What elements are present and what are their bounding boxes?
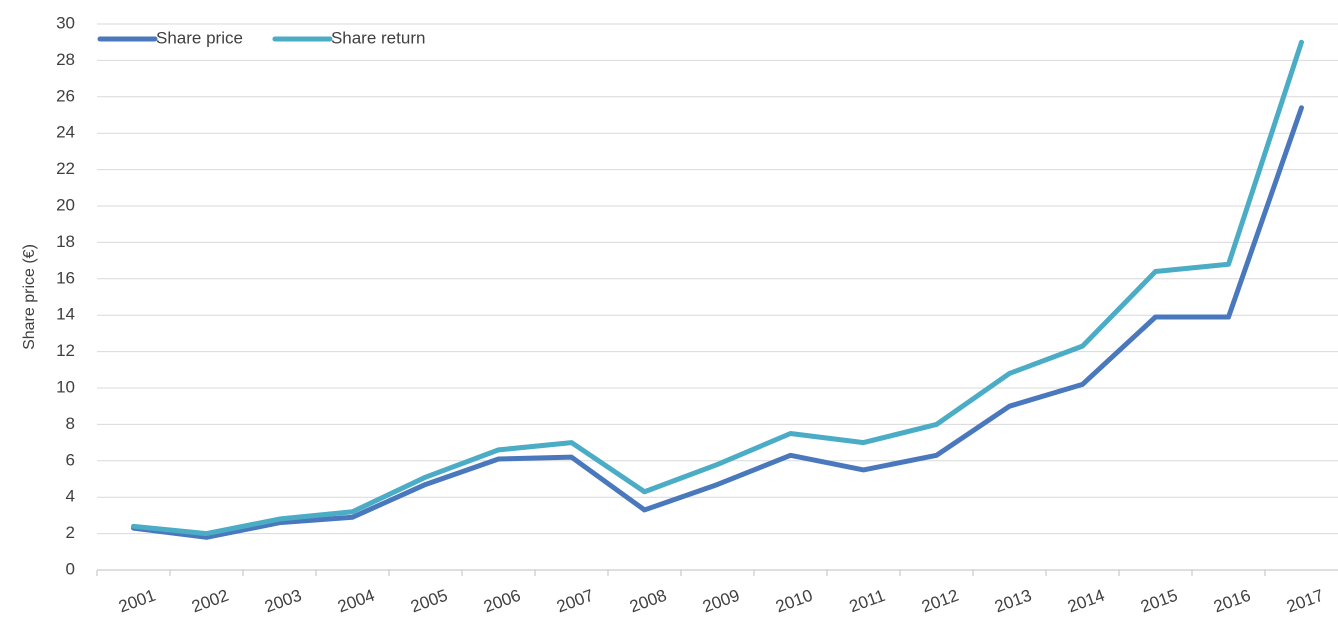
y-tick-label: 18	[56, 232, 75, 251]
legend-label: Share return	[331, 28, 426, 47]
y-tick-label: 6	[66, 450, 75, 469]
x-tick-label: 2002	[189, 586, 231, 617]
line-series	[131, 105, 1304, 540]
y-tick-label: 2	[66, 523, 75, 542]
y-tick-label: 10	[56, 377, 75, 396]
y-axis-label: Share price (€)	[21, 244, 38, 350]
x-tick-label: 2013	[992, 586, 1034, 617]
y-tick-label: 14	[56, 305, 75, 324]
y-tick-label: 24	[56, 123, 75, 142]
y-tick-label: 4	[66, 487, 75, 506]
y-tick-label: 20	[56, 195, 75, 214]
x-tick-label: 2006	[481, 586, 523, 617]
x-tick-label: 2009	[700, 586, 742, 617]
x-tick-label: 2017	[1284, 586, 1326, 617]
legend-label: Share price	[156, 28, 243, 47]
x-tick-label: 2004	[335, 586, 377, 617]
y-tick-label: 28	[56, 50, 75, 69]
line-series	[131, 39, 1304, 537]
x-tick-label: 2015	[1138, 586, 1180, 617]
y-tick-label: 0	[66, 559, 75, 578]
x-tick-label: 2001	[116, 586, 158, 617]
y-tick-label: 30	[56, 13, 75, 32]
x-tick-label: 2016	[1211, 586, 1253, 617]
y-tick-label: 26	[56, 86, 75, 105]
y-tick-label: 22	[56, 159, 75, 178]
x-tick-label: 2005	[408, 586, 450, 617]
x-tick-label: 2010	[773, 586, 815, 617]
x-tick-label: 2007	[554, 586, 596, 617]
x-tick-label: 2003	[262, 586, 304, 617]
y-tick-label: 16	[56, 268, 75, 287]
x-tick-label: 2012	[919, 586, 961, 617]
x-tick-label: 2014	[1065, 586, 1107, 617]
y-tick-label: 12	[56, 341, 75, 360]
x-tick-label: 2008	[627, 586, 669, 617]
y-tick-label: 8	[66, 414, 75, 433]
x-tick-label: 2011	[847, 586, 888, 616]
